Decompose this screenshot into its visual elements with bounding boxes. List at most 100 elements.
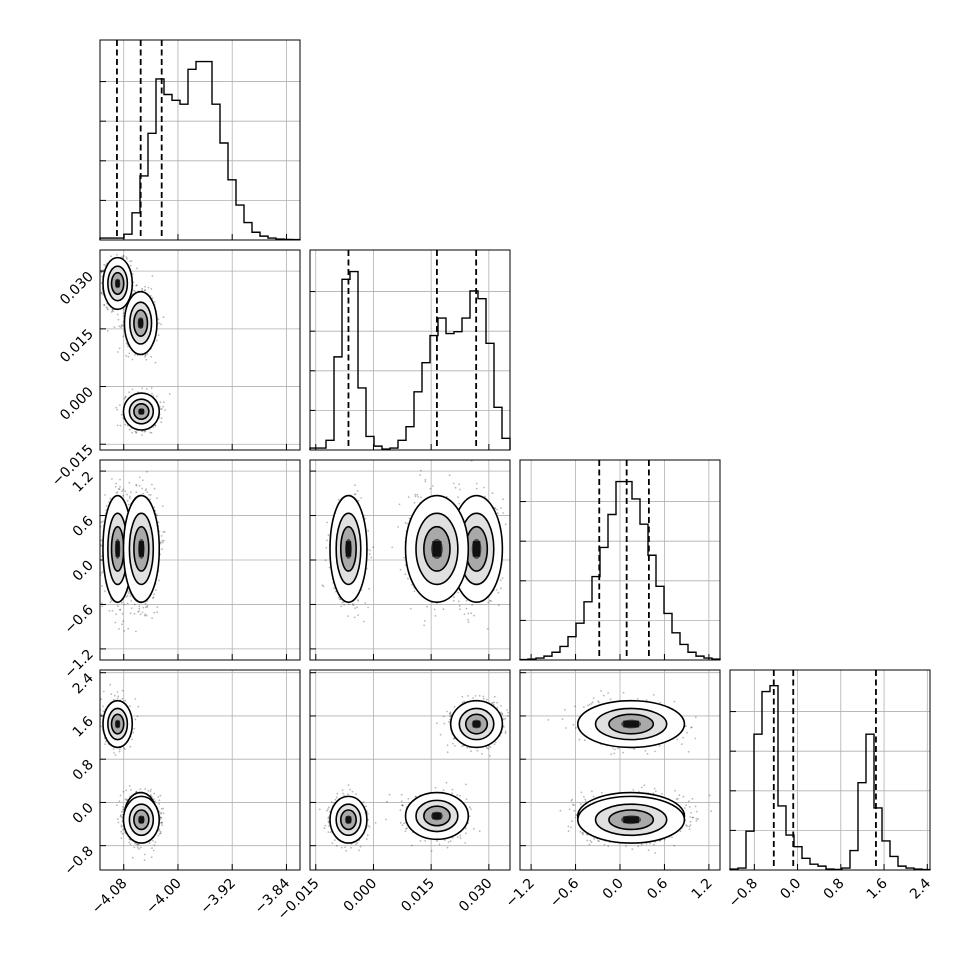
sample-point	[150, 432, 153, 434]
sample-point	[160, 535, 163, 537]
sample-point	[145, 358, 148, 361]
sample-point	[110, 255, 112, 258]
sample-point	[111, 308, 114, 311]
sample-point	[130, 600, 133, 602]
sample-point	[105, 306, 108, 309]
contour-line	[102, 256, 134, 311]
sample-point	[146, 606, 148, 608]
density-peak	[138, 318, 144, 328]
sample-point	[101, 605, 104, 608]
panel-frame	[309, 249, 511, 451]
sample-point	[144, 489, 147, 492]
sample-point	[152, 596, 155, 599]
contour-line	[133, 309, 149, 337]
density-peak	[138, 408, 144, 415]
sample-point	[106, 308, 109, 311]
sample-point	[158, 579, 160, 582]
sample-point	[133, 603, 136, 606]
sample-point	[138, 607, 141, 610]
sample-point	[109, 497, 112, 500]
sample-point	[122, 488, 125, 491]
sample-point	[127, 355, 130, 358]
sample-point	[118, 347, 121, 350]
contour-line	[122, 392, 161, 431]
sample-point	[116, 253, 118, 256]
sample-point	[120, 413, 123, 416]
sample-point	[116, 408, 119, 411]
sample-point	[124, 490, 127, 492]
sample-point	[101, 570, 104, 573]
sample-point	[122, 335, 125, 338]
sample-point	[100, 282, 103, 284]
sample-point	[138, 476, 141, 479]
sample-point	[124, 423, 127, 426]
sample-point	[161, 539, 164, 542]
sample-point	[160, 421, 163, 424]
sample-point	[164, 409, 167, 411]
sample-point	[135, 284, 138, 287]
sample-point	[159, 542, 162, 545]
sample-point	[100, 292, 103, 295]
sample-point	[135, 483, 138, 486]
sample-point	[125, 354, 128, 357]
sample-point	[156, 395, 158, 398]
sample-point	[133, 612, 136, 615]
sample-point	[105, 505, 108, 507]
sample-point	[142, 492, 145, 495]
sample-point	[122, 312, 125, 314]
sample-point	[122, 417, 124, 420]
sample-point	[131, 273, 134, 275]
gridlines	[530, 460, 710, 660]
sample-point	[128, 352, 131, 355]
sample-point	[98, 509, 100, 511]
sample-point	[127, 592, 130, 594]
sample-point	[110, 311, 113, 313]
histogram-panel-1	[309, 249, 511, 451]
sample-point	[133, 289, 136, 292]
sample-point	[103, 303, 106, 306]
sample-point	[134, 354, 136, 356]
sample-point	[135, 491, 138, 494]
sample-point	[115, 492, 118, 494]
sample-point	[115, 613, 117, 616]
sample-point	[135, 284, 138, 286]
sample-point	[121, 601, 123, 604]
sample-point	[109, 601, 112, 604]
sample-point	[100, 291, 103, 294]
sample-point	[144, 354, 147, 357]
sample-point	[119, 478, 121, 481]
sample-point	[144, 430, 147, 433]
sample-point	[121, 325, 123, 327]
sample-point	[126, 493, 128, 496]
sample-point	[106, 307, 109, 310]
sample-point	[153, 301, 156, 303]
sample-point	[125, 596, 128, 598]
sample-point	[151, 483, 153, 486]
sample-point	[151, 275, 154, 277]
sample-point	[157, 521, 160, 524]
sample-point	[127, 345, 130, 348]
sample-point	[117, 488, 120, 490]
sample-point	[152, 426, 155, 429]
sample-point	[150, 356, 153, 358]
sample-point	[111, 308, 114, 311]
panel-frame	[99, 39, 301, 241]
gridlines	[100, 81, 300, 201]
sample-point	[116, 313, 119, 316]
sample-point	[110, 599, 113, 602]
panel-frame	[729, 669, 931, 871]
sample-point	[151, 392, 153, 395]
sample-point	[159, 408, 162, 411]
sample-point	[101, 269, 104, 272]
sample-point	[134, 430, 137, 433]
sample-point	[124, 395, 127, 398]
sample-point	[123, 308, 125, 311]
sample-point	[151, 617, 154, 619]
sample-point	[128, 391, 131, 394]
sample-point	[146, 491, 149, 494]
contour-line	[133, 403, 150, 421]
sample-point	[135, 432, 138, 434]
sample-point	[141, 434, 143, 436]
sample-point	[122, 494, 125, 497]
